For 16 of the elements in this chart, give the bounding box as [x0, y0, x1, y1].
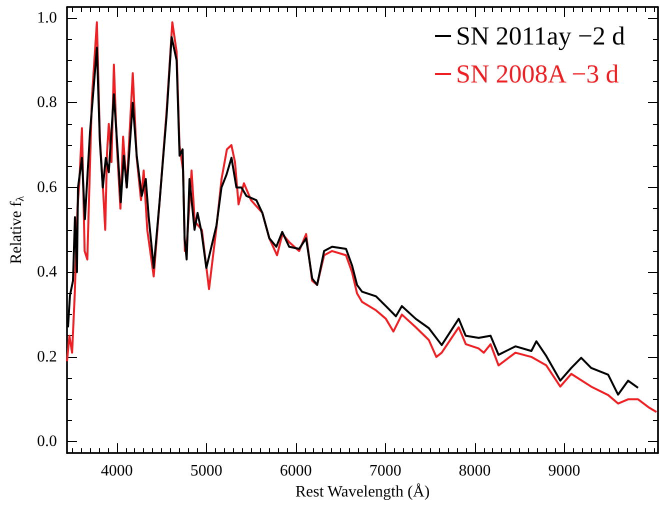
y-tick-label: 0.0 [37, 433, 57, 450]
x-tick-label: 5000 [190, 462, 222, 480]
y-tick-label: 0.4 [37, 264, 57, 281]
x-tick-label: 6000 [280, 462, 312, 480]
y-tick-label: 0.2 [37, 348, 57, 366]
y-tick-label: 0.8 [37, 94, 57, 112]
legend-label: SN 2011ay −2 d [456, 22, 626, 50]
y-tick-label: 0.6 [37, 178, 57, 196]
legend-label: SN 2008A −3 d [456, 60, 619, 88]
x-axis-title: Rest Wavelength (Å) [295, 482, 430, 500]
y-tick-label: 1.0 [37, 10, 57, 27]
y-axis-title: Relative fλ [8, 195, 27, 264]
x-tick-label: 4000 [100, 462, 133, 480]
x-tick-label: 9000 [548, 462, 580, 480]
x-tick-label: 7000 [369, 462, 402, 480]
x-tick-label: 8000 [458, 462, 491, 480]
